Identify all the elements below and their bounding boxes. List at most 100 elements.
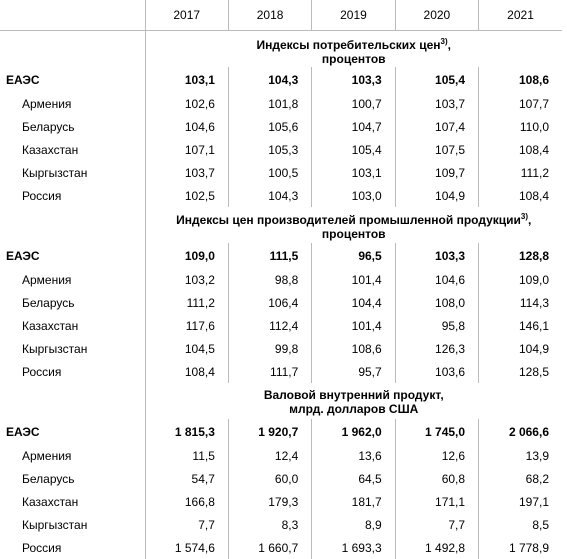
value-cell: 108,6 [311, 337, 396, 361]
footnote-mark: 3) [520, 212, 529, 222]
value-cell: 64,5 [311, 467, 396, 491]
row-name: Казахстан [22, 318, 79, 333]
data-row: Беларусь 54,7 60,0 64,5 60,8 68,2 [0, 467, 562, 491]
value-cell: 98,8 [227, 268, 312, 292]
row-name: ЕАЭС [6, 424, 40, 439]
row-name: Беларусь [22, 296, 75, 311]
value-cell: 102,6 [144, 93, 229, 116]
value-cell: 99,8 [227, 337, 312, 361]
section-row: Валовой внутренний продукт, млрд. долларо… [0, 382, 562, 419]
value-cell: 95,8 [394, 314, 479, 338]
value-cell: 100,5 [227, 161, 312, 185]
value-cell: 128,8 [478, 242, 562, 269]
value-cell: 103,1 [144, 67, 229, 93]
title-text: Индексы цен производителей промышленной … [176, 213, 521, 228]
value-cell: 1 660,7 [227, 536, 312, 559]
section-row: Индексы потребительских цен3), процентов [0, 30, 562, 67]
value-cell: 179,3 [227, 490, 312, 514]
value-cell: 100,7 [311, 93, 396, 116]
header-row: 2017 2018 2019 2020 2021 [0, 0, 562, 31]
value-cell: 171,1 [394, 490, 479, 514]
value-cell: 104,3 [227, 184, 312, 207]
value-cell: 60,8 [394, 467, 479, 491]
value-cell: 108,0 [394, 291, 479, 315]
value-cell: 68,2 [478, 467, 562, 491]
value-cell: 105,4 [394, 67, 479, 93]
value-cell: 146,1 [478, 314, 562, 338]
value-cell: 12,6 [394, 444, 479, 468]
value-cell: 7,7 [144, 513, 229, 537]
value-cell: 7,7 [394, 513, 479, 537]
value-cell: 109,0 [144, 242, 229, 269]
value-cell: 8,3 [227, 513, 312, 537]
value-cell: 101,4 [311, 314, 396, 338]
value-cell: 2 066,6 [478, 418, 562, 445]
value-cell: 106,4 [227, 291, 312, 315]
data-row: Казахстан 117,6 112,4 101,4 95,8 146,1 [0, 314, 562, 338]
value-cell: 112,4 [227, 314, 312, 338]
row-name: Армения [22, 97, 72, 112]
value-cell: 96,5 [311, 242, 396, 269]
row-name: Беларусь [22, 120, 75, 135]
row-name: Казахстан [22, 142, 79, 157]
year-header: 2018 [227, 0, 312, 31]
value-cell: 13,6 [311, 444, 396, 468]
value-cell: 111,2 [478, 161, 562, 185]
value-cell: 108,4 [478, 138, 562, 162]
data-row: Армения 102,6 101,8 100,7 103,7 107,7 [0, 93, 562, 116]
value-cell: 110,0 [478, 115, 562, 139]
data-row: Россия 108,4 111,7 95,7 103,6 128,5 [0, 360, 562, 383]
data-row: ЕАЭС 103,1 104,3 103,3 105,4 108,6 [0, 67, 562, 93]
row-name: Кыргызстан [22, 517, 88, 532]
data-row: Кыргызстан 103,7 100,5 103,1 109,7 111,2 [0, 161, 562, 185]
value-cell: 1 962,0 [311, 418, 396, 445]
value-cell: 166,8 [144, 490, 229, 514]
row-name: Россия [22, 188, 62, 203]
value-cell: 54,7 [144, 467, 229, 491]
value-cell: 114,3 [478, 291, 562, 315]
value-cell: 117,6 [144, 314, 229, 338]
value-cell: 103,2 [144, 268, 229, 292]
row-name: Армения [22, 449, 72, 464]
value-cell: 108,4 [144, 360, 229, 383]
value-cell: 60,0 [227, 467, 312, 491]
title-end: , [528, 213, 532, 228]
value-cell: 128,5 [478, 360, 562, 383]
footnote-mark: 3) [440, 36, 448, 46]
value-cell: 111,2 [144, 291, 229, 315]
value-cell: 109,0 [478, 268, 562, 292]
row-name: ЕАЭС [6, 73, 40, 87]
value-cell: 101,4 [311, 268, 396, 292]
section-title: Индексы цен производителей промышленной … [144, 206, 562, 243]
value-cell: 103,6 [394, 360, 479, 383]
value-cell: 1 693,3 [311, 536, 396, 559]
value-cell: 101,8 [227, 93, 312, 116]
value-cell: 103,0 [311, 184, 396, 207]
value-cell: 111,7 [227, 360, 312, 383]
title-end: , [447, 37, 451, 52]
empty-cell [0, 207, 145, 243]
data-row: ЕАЭС 109,0 111,5 96,5 103,3 128,8 [0, 242, 562, 269]
value-cell: 8,5 [478, 513, 562, 537]
value-cell: 107,7 [478, 93, 562, 116]
value-cell: 107,1 [144, 138, 229, 162]
row-name: Россия [22, 364, 62, 379]
value-cell: 108,6 [478, 67, 562, 93]
value-cell: 111,5 [227, 242, 312, 269]
value-cell: 104,7 [311, 115, 396, 139]
value-cell: 104,6 [144, 115, 229, 139]
empty-cell [0, 383, 145, 419]
row-name: Кыргызстан [22, 341, 88, 356]
value-cell: 197,1 [478, 490, 562, 514]
value-cell: 8,9 [311, 513, 396, 537]
subtitle-text: процентов [321, 51, 386, 66]
row-name: Армения [22, 273, 72, 288]
title-text: Валовой внутренний продукт, [263, 387, 444, 402]
value-cell: 12,4 [227, 444, 312, 468]
row-name: Казахстан [22, 494, 79, 509]
data-row: Армения 11,5 12,4 13,6 12,6 13,9 [0, 444, 562, 468]
row-name: Беларусь [22, 472, 75, 487]
value-cell: 105,4 [311, 138, 396, 162]
